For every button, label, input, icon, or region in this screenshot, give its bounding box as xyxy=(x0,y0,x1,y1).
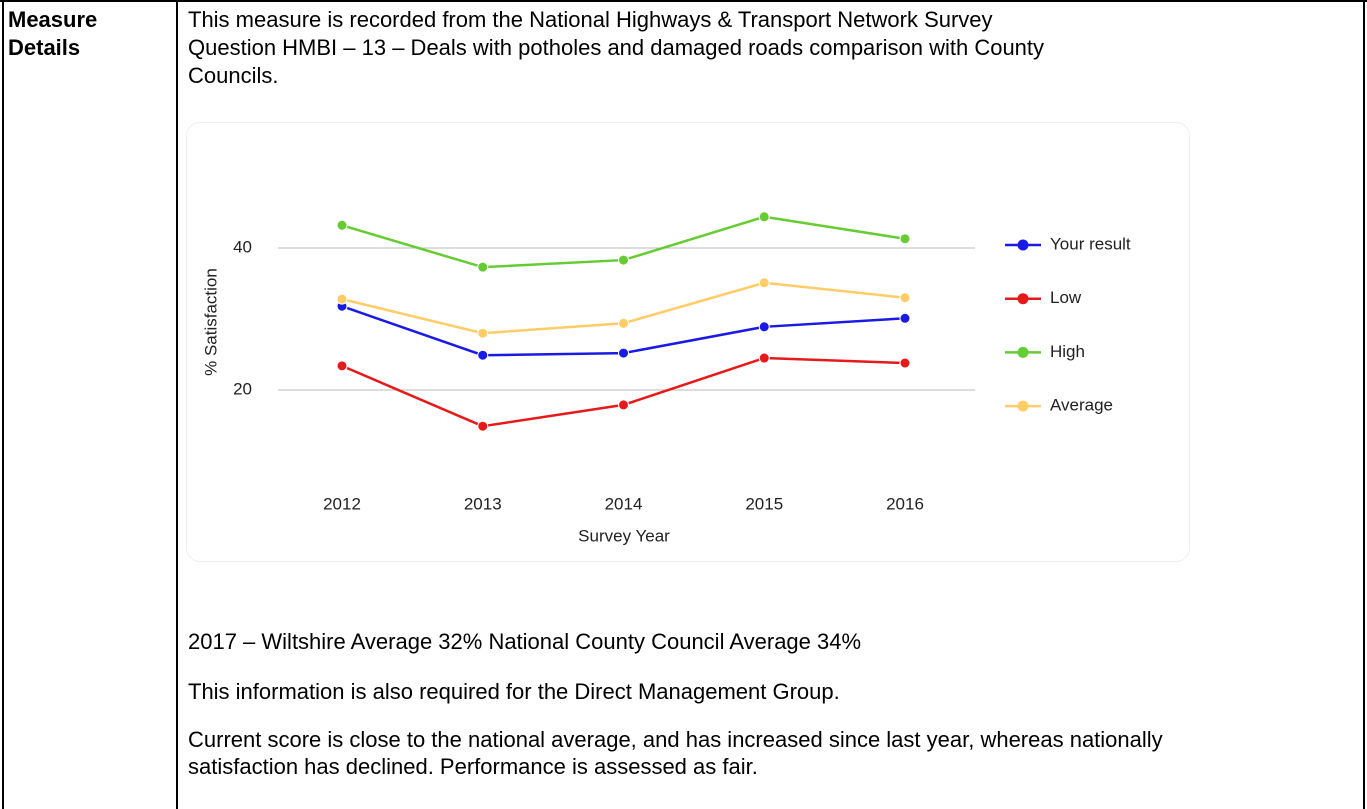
data-point xyxy=(336,219,348,231)
x-tick-label: 2012 xyxy=(323,494,361,513)
row-label: Measure Details xyxy=(8,6,97,62)
data-point xyxy=(899,357,911,369)
table-border xyxy=(0,0,1367,2)
data-point xyxy=(758,352,770,364)
data-point xyxy=(899,233,911,245)
intro-line: Councils. xyxy=(188,63,279,88)
legend-marker xyxy=(1017,239,1029,251)
intro-line: Question HMBI – 13 – Deals with potholes… xyxy=(188,35,1045,60)
x-axis-label: Survey Year xyxy=(578,526,670,545)
legend-label: High xyxy=(1050,342,1085,361)
data-point xyxy=(477,327,489,339)
data-point xyxy=(477,349,489,361)
y-tick-label: 40 xyxy=(233,237,252,256)
label-line: Details xyxy=(8,35,81,60)
series-line xyxy=(341,356,906,428)
table-border xyxy=(176,0,178,809)
data-point xyxy=(477,420,489,432)
data-point xyxy=(758,321,770,333)
data-point xyxy=(618,254,629,266)
table-border xyxy=(1363,0,1365,809)
data-point xyxy=(618,399,629,411)
paragraph: Current score is close to the national a… xyxy=(188,727,1163,779)
paragraph: This information is also required for th… xyxy=(188,679,840,704)
paragraph: 2017 – Wiltshire Average 32% National Co… xyxy=(188,629,862,654)
legend-marker xyxy=(1017,346,1029,358)
data-point xyxy=(618,317,629,329)
intro-line: This measure is recorded from the Nation… xyxy=(188,7,993,32)
data-point xyxy=(336,360,348,372)
label-line: Measure xyxy=(8,7,98,32)
y-tick-label: 20 xyxy=(233,379,252,398)
legend-label: Low xyxy=(1050,288,1082,307)
y-axis-label: % Satisfaction xyxy=(201,268,220,376)
data-point xyxy=(899,312,911,324)
data-point xyxy=(618,347,629,359)
data-point xyxy=(336,293,348,305)
data-point xyxy=(758,277,770,289)
legend-label: Average xyxy=(1050,396,1113,415)
x-tick-label: 2014 xyxy=(605,494,643,513)
chart-frame xyxy=(186,122,1190,562)
table-border xyxy=(2,0,4,809)
x-tick-label: 2016 xyxy=(886,494,924,513)
legend-marker xyxy=(1017,400,1029,412)
data-point xyxy=(758,211,770,223)
x-tick-label: 2015 xyxy=(745,494,783,513)
legend-label: Your result xyxy=(1050,234,1131,253)
legend-marker xyxy=(1017,293,1029,305)
data-point xyxy=(899,292,911,304)
data-point xyxy=(477,261,489,273)
x-tick-label: 2013 xyxy=(464,494,502,513)
